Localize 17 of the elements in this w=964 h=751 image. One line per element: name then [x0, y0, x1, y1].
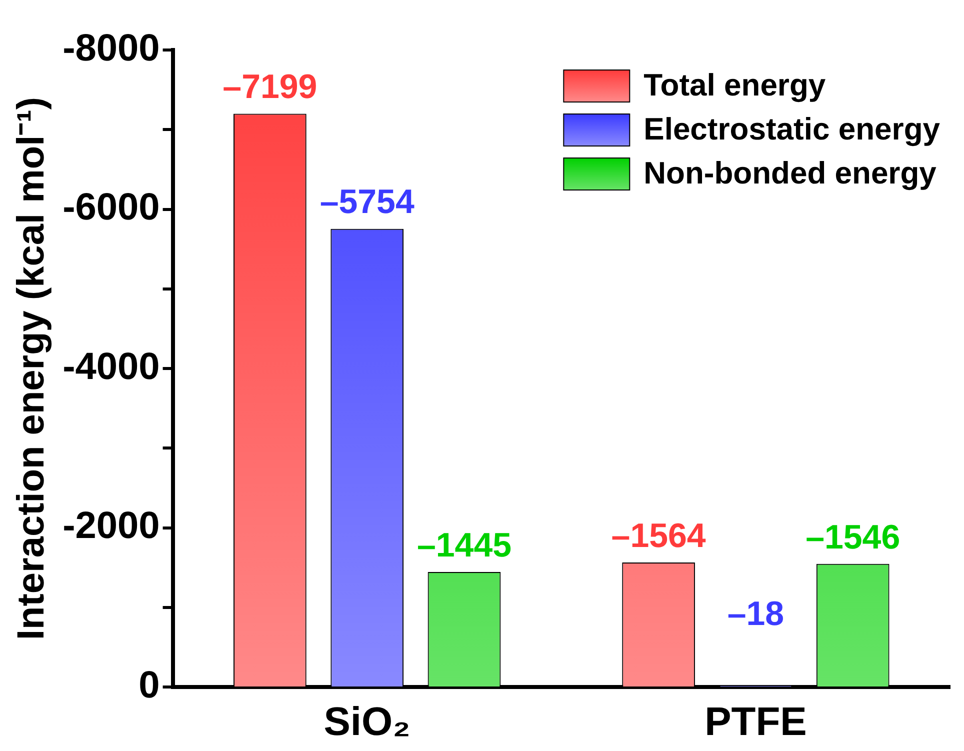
y-axis-title: Interaction energy (kcal mol⁻¹) — [10, 96, 52, 640]
data-label: –1445 — [416, 526, 512, 564]
legend-label: Electrostatic energy — [644, 112, 941, 147]
data-label: –18 — [727, 594, 784, 633]
legend-label: Total energy — [644, 68, 826, 103]
x-tick-label: PTFE — [704, 700, 807, 744]
data-label: –1546 — [806, 518, 900, 556]
data-label: –5754 — [320, 183, 414, 222]
data-label: –1564 — [611, 516, 706, 555]
y-tick-label: -6000 — [62, 186, 160, 229]
legend-label: Non-bonded energy — [644, 156, 938, 191]
y-tick-label: -4000 — [62, 346, 160, 388]
data-label: –7199 — [222, 68, 318, 106]
y-tick-label: 0 — [138, 664, 160, 706]
y-tick-label: -8000 — [62, 27, 160, 70]
x-tick-label: SiO₂ — [324, 700, 410, 744]
y-tick-label: -2000 — [62, 505, 160, 548]
